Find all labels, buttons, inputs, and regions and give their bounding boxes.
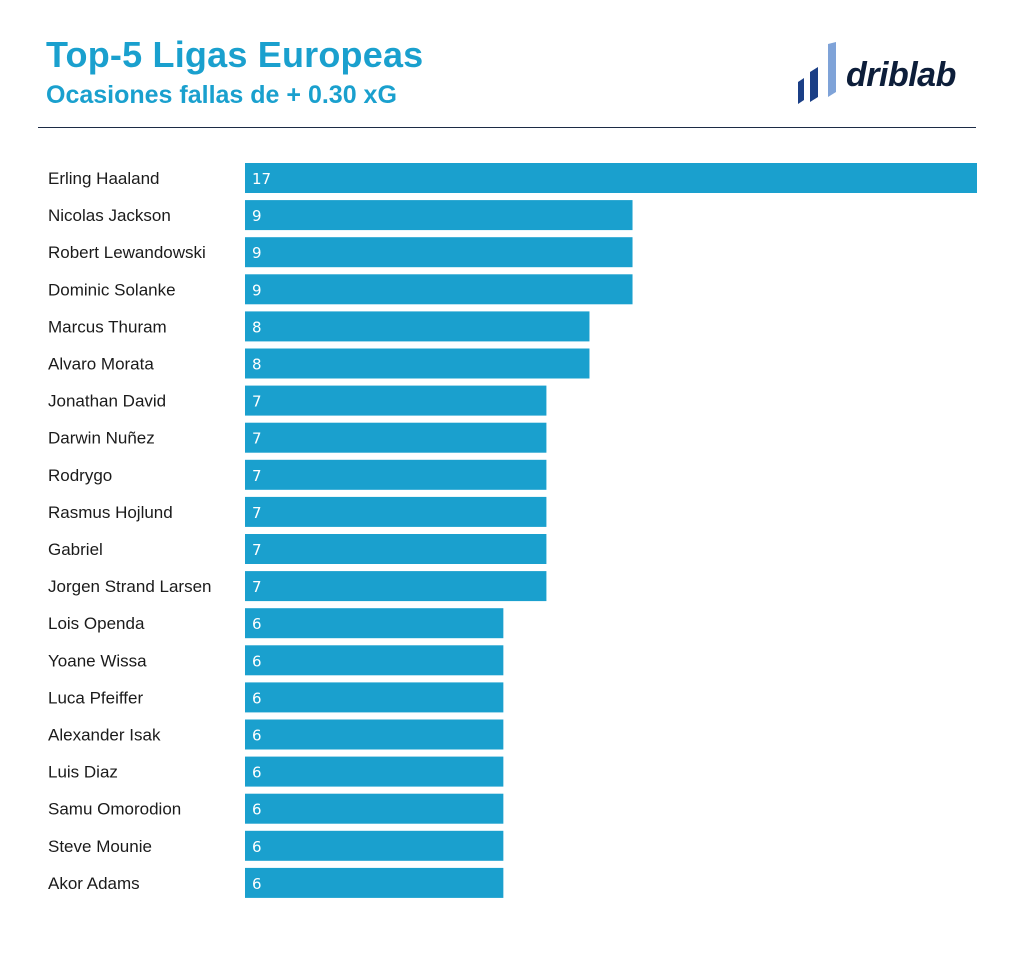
bar-row: Jorgen Strand Larsen 7 [48,571,547,602]
bar-value-label: 8 [252,318,262,336]
bar-row: Luis Diaz 6 [48,756,504,787]
driblab-logo: driblab [794,42,984,106]
bar [245,534,547,564]
bar [245,719,504,750]
category-label: Luis Diaz [48,763,118,782]
bar [245,496,547,527]
bar-value-label: 17 [252,170,271,188]
bar-row: Steve Mounie 6 [48,830,504,861]
category-label: Jonathan David [48,392,166,411]
bar-row: Akor Adams 6 [48,867,504,898]
bar-row: Yoane Wissa 6 [48,645,504,676]
category-label: Nicolas Jackson [48,206,171,225]
category-label: Marcus Thuram [48,317,167,336]
bar-row: Samu Omorodion 6 [48,793,504,824]
chart-subtitle: Ocasiones fallas de + 0.30 xG [46,81,397,109]
bar [245,385,547,416]
category-label: Jorgen Strand Larsen [48,577,212,596]
category-label: Rasmus Hojlund [48,503,173,522]
bar-value-label: 6 [252,689,262,707]
category-label: Rodrygo [48,466,112,485]
bar-value-label: 7 [252,504,262,522]
bar-value-label: 7 [252,578,262,596]
bar [245,237,633,268]
bar [245,682,504,713]
bar-row: Jonathan David 7 [48,385,547,416]
category-label: Akor Adams [48,874,140,893]
category-label: Luca Pfeiffer [48,688,143,707]
bar-row: Gabriel 7 [48,534,547,564]
bar-row: Dominic Solanke 9 [48,274,633,305]
bar-row: Luca Pfeiffer 6 [48,682,504,713]
bar [245,422,547,453]
bar [245,311,590,342]
bar-row: Alvaro Morata 8 [48,348,590,379]
bar-row: Darwin Nuñez 7 [48,422,547,453]
category-label: Samu Omorodion [48,800,181,819]
bar-row: Nicolas Jackson 9 [48,200,633,231]
bar-row: Marcus Thuram 8 [48,311,590,342]
category-label: Robert Lewandowski [48,243,206,262]
bar-row: Alexander Isak 6 [48,719,504,750]
category-label: Darwin Nuñez [48,429,155,448]
bar-value-label: 7 [252,541,262,559]
bar [245,571,547,602]
bar-row: Rasmus Hojlund 7 [48,496,547,527]
category-label: Alexander Isak [48,726,161,745]
bar [245,348,590,379]
bar-value-label: 6 [252,875,262,893]
category-label: Gabriel [48,540,103,559]
bar-value-label: 9 [252,244,262,262]
bar-value-label: 6 [252,838,262,856]
category-label: Steve Mounie [48,837,152,856]
chart-title: Top-5 Ligas Europeas [46,34,424,75]
category-label: Dominic Solanke [48,280,176,299]
bar-row: Lois Openda 6 [48,608,504,639]
driblab-mark-icon [798,42,836,104]
bar [245,793,504,824]
bar-value-label: 6 [252,727,262,745]
bar-value-label: 9 [252,281,262,299]
bar-value-label: 9 [252,207,262,225]
bar-value-label: 7 [252,467,262,485]
driblab-wordmark: driblab [846,56,956,94]
bar [245,163,977,193]
bar-value-label: 6 [252,764,262,782]
bar-value-label: 8 [252,356,262,374]
bar [245,274,633,305]
bar [245,867,504,898]
category-label: Erling Haaland [48,169,160,188]
bar-value-label: 6 [252,652,262,670]
category-label: Yoane Wissa [48,651,147,670]
bar [245,756,504,787]
category-label: Alvaro Morata [48,355,154,374]
bar [245,200,633,231]
bar-value-label: 7 [252,393,262,411]
header-divider [38,127,976,128]
bar-value-label: 6 [252,801,262,819]
category-label: Lois Openda [48,614,145,633]
bar [245,645,504,676]
bar [245,830,504,861]
bar-value-label: 7 [252,430,262,448]
bar-value-label: 6 [252,615,262,633]
bar-row: Robert Lewandowski 9 [48,237,633,268]
bar-row: Rodrygo 7 [48,459,547,490]
bar [245,608,504,639]
bar-row: Erling Haaland 17 [48,163,977,193]
bar [245,459,547,490]
